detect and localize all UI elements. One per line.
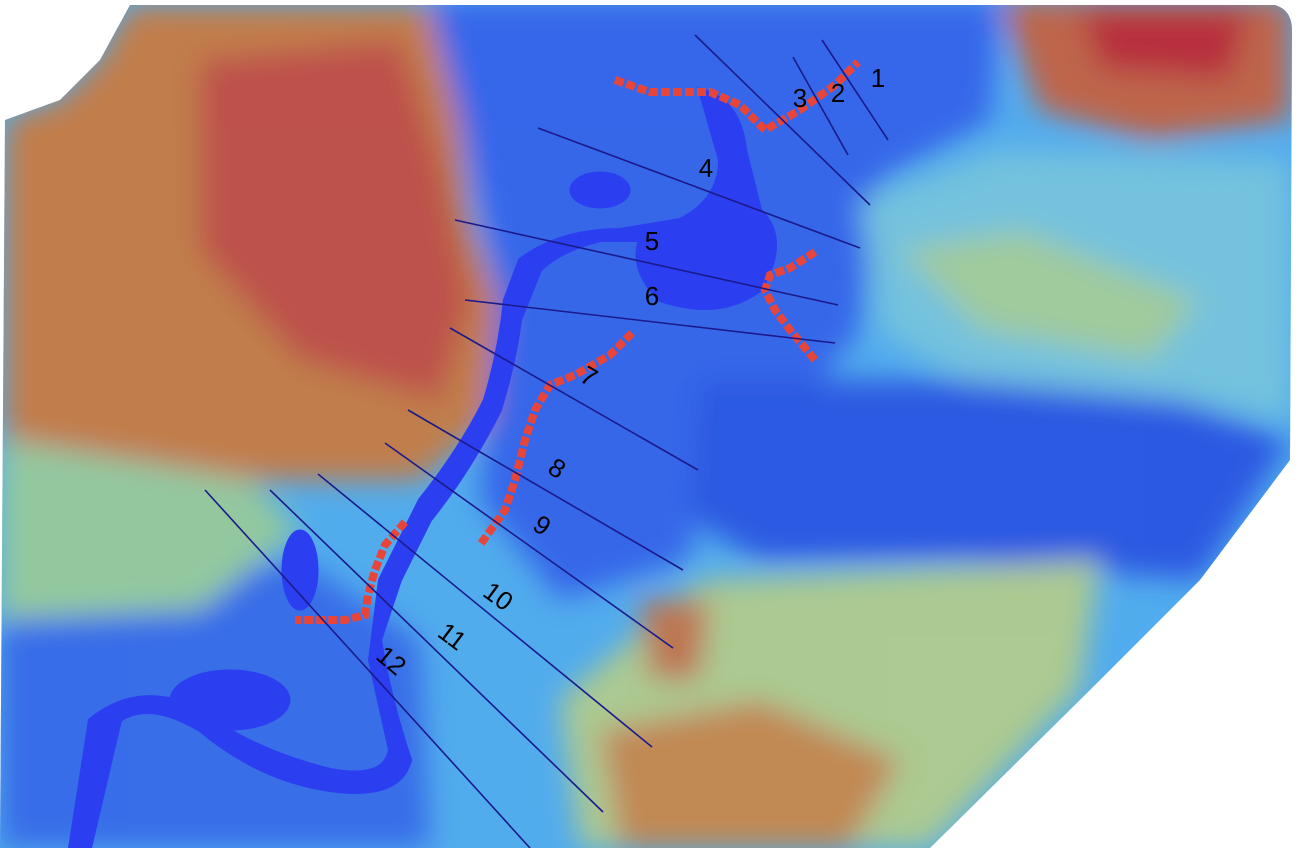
transect-label: 2 — [831, 78, 845, 108]
transect-label: 3 — [793, 83, 807, 113]
transect-line — [449, 327, 699, 471]
route — [613, 59, 861, 135]
transect-line — [317, 473, 653, 748]
transect-line — [792, 56, 849, 156]
routes — [295, 59, 861, 624]
transect-line — [537, 127, 861, 249]
transect-label: 5 — [645, 226, 659, 256]
transect-label: 1 — [871, 63, 885, 93]
water — [67, 87, 777, 848]
transect-line — [694, 34, 871, 206]
transect-line — [454, 219, 839, 306]
transect-line — [464, 299, 836, 344]
transect-label: 4 — [699, 153, 713, 183]
route — [760, 248, 819, 363]
transect-line — [204, 489, 531, 848]
route — [476, 330, 635, 548]
route — [295, 519, 409, 624]
transect-line — [384, 442, 674, 649]
transect-line — [269, 489, 604, 813]
transect-label: 6 — [645, 281, 659, 311]
transect-line — [821, 39, 889, 141]
transect-line — [407, 409, 684, 571]
